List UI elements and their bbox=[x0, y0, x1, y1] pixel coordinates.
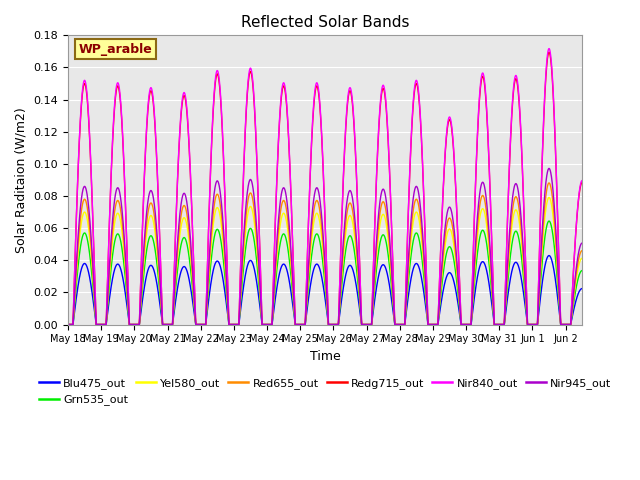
Red655_out bbox=[373, 236, 381, 242]
Yel580_out bbox=[545, 194, 553, 200]
Redg715_out bbox=[64, 322, 72, 327]
Red655_out bbox=[268, 322, 276, 327]
Y-axis label: Solar Raditaion (W/m2): Solar Raditaion (W/m2) bbox=[15, 107, 28, 253]
Yel580_out bbox=[373, 245, 381, 251]
Grn535_out bbox=[388, 285, 396, 290]
Nir840_out bbox=[388, 224, 396, 229]
X-axis label: Time: Time bbox=[310, 350, 340, 363]
Red655_out bbox=[469, 293, 477, 299]
Nir945_out bbox=[83, 188, 90, 194]
Blu475_out bbox=[595, 322, 603, 327]
Blu475_out bbox=[545, 252, 553, 258]
Grn535_out bbox=[595, 322, 603, 327]
Grn535_out bbox=[314, 231, 321, 237]
Yel580_out bbox=[388, 276, 396, 282]
Nir945_out bbox=[595, 322, 603, 327]
Blu475_out bbox=[64, 322, 72, 327]
Red655_out bbox=[545, 180, 553, 186]
Line: Nir840_out: Nir840_out bbox=[68, 48, 599, 324]
Nir840_out bbox=[545, 46, 553, 51]
Redg715_out bbox=[268, 322, 276, 327]
Grn535_out bbox=[469, 300, 477, 306]
Redg715_out bbox=[545, 49, 553, 55]
Redg715_out bbox=[388, 225, 396, 230]
Red655_out bbox=[314, 198, 321, 204]
Grn535_out bbox=[64, 322, 72, 327]
Red655_out bbox=[595, 322, 603, 327]
Yel580_out bbox=[83, 213, 90, 219]
Redg715_out bbox=[373, 157, 381, 163]
Nir840_out bbox=[469, 265, 477, 271]
Line: Nir945_out: Nir945_out bbox=[68, 168, 599, 324]
Line: Red655_out: Red655_out bbox=[68, 183, 599, 324]
Nir840_out bbox=[268, 322, 276, 327]
Grn535_out bbox=[373, 259, 381, 265]
Title: Reflected Solar Bands: Reflected Solar Bands bbox=[241, 15, 410, 30]
Blu475_out bbox=[469, 308, 477, 313]
Blu475_out bbox=[83, 263, 90, 268]
Redg715_out bbox=[595, 322, 603, 327]
Nir945_out bbox=[469, 289, 477, 295]
Redg715_out bbox=[469, 266, 477, 272]
Redg715_out bbox=[314, 84, 321, 90]
Text: WP_arable: WP_arable bbox=[78, 43, 152, 56]
Nir840_out bbox=[373, 156, 381, 161]
Red655_out bbox=[83, 201, 90, 206]
Grn535_out bbox=[83, 233, 90, 239]
Nir945_out bbox=[64, 322, 72, 327]
Red655_out bbox=[388, 271, 396, 277]
Nir945_out bbox=[373, 228, 381, 233]
Nir840_out bbox=[83, 86, 90, 92]
Blu475_out bbox=[373, 280, 381, 286]
Blu475_out bbox=[268, 322, 276, 327]
Yel580_out bbox=[314, 211, 321, 216]
Legend: Blu475_out, Grn535_out, Yel580_out, Red655_out, Redg715_out, Nir840_out, Nir945_: Blu475_out, Grn535_out, Yel580_out, Red6… bbox=[35, 373, 616, 410]
Line: Yel580_out: Yel580_out bbox=[68, 197, 599, 324]
Blu475_out bbox=[388, 297, 396, 303]
Blu475_out bbox=[314, 262, 321, 267]
Red655_out bbox=[64, 322, 72, 327]
Yel580_out bbox=[64, 322, 72, 327]
Line: Redg715_out: Redg715_out bbox=[68, 52, 599, 324]
Grn535_out bbox=[268, 322, 276, 327]
Yel580_out bbox=[595, 322, 603, 327]
Nir840_out bbox=[314, 81, 321, 87]
Line: Blu475_out: Blu475_out bbox=[68, 255, 599, 324]
Redg715_out bbox=[83, 89, 90, 95]
Nir945_out bbox=[314, 185, 321, 191]
Nir840_out bbox=[64, 322, 72, 327]
Nir945_out bbox=[388, 266, 396, 272]
Line: Grn535_out: Grn535_out bbox=[68, 221, 599, 324]
Nir945_out bbox=[545, 166, 553, 171]
Nir840_out bbox=[595, 322, 603, 327]
Nir945_out bbox=[268, 322, 276, 327]
Yel580_out bbox=[268, 322, 276, 327]
Yel580_out bbox=[469, 296, 477, 301]
Grn535_out bbox=[545, 218, 553, 224]
